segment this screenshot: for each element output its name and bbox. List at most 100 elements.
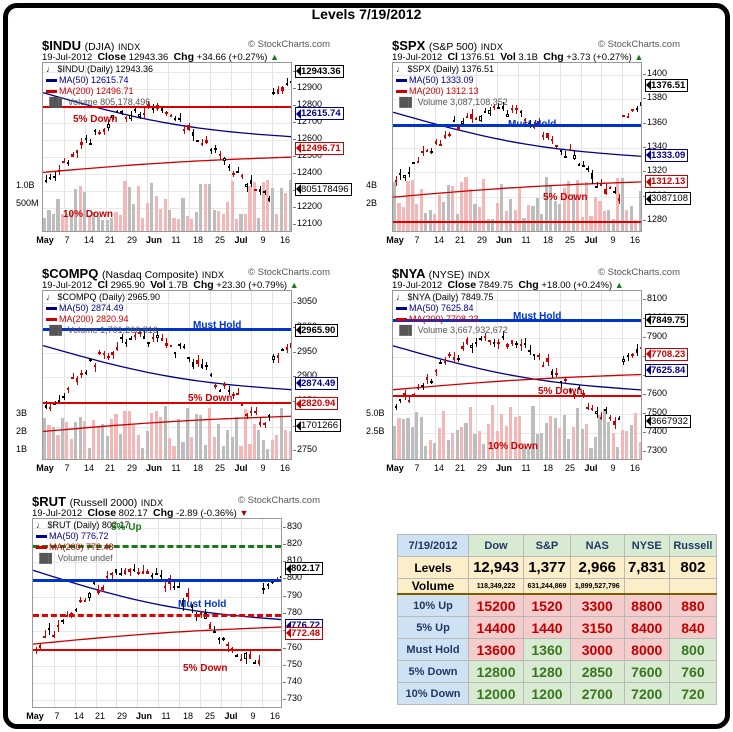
- grid-line-horizontal: [393, 338, 641, 340]
- price-tag-1701266: 1701266: [295, 419, 341, 433]
- legend-volume: ▐█▌ Volume 3,087,108,352: [396, 97, 508, 107]
- y-axis-tick: [643, 122, 646, 124]
- table-cell: 1360: [523, 638, 571, 661]
- level-annotation-5-down: 5% Down: [73, 114, 118, 125]
- chart-panel-spx: $SPX (S&P 500) INDX © StockCharts.com 19-J…: [366, 38, 691, 256]
- candle-wick: [273, 88, 275, 95]
- volume-subpane: [43, 401, 291, 459]
- x-axis-tick-label: Jun: [495, 463, 513, 473]
- y-axis-tick: [293, 223, 296, 225]
- volume-bar: [415, 411, 419, 459]
- candle-body: [434, 141, 438, 144]
- volume-bar: [437, 195, 441, 231]
- volume-bar: [509, 199, 513, 231]
- volume-bar: [105, 220, 109, 231]
- candle-body: [528, 349, 531, 352]
- legend-ma50: MA(50) 776.72: [36, 531, 129, 542]
- volume-bar: [78, 416, 82, 459]
- candle-wick: [592, 404, 594, 412]
- volume-bar: [437, 427, 441, 459]
- candle-body: [595, 411, 598, 414]
- level-annotation-5-down: 5% Down: [183, 663, 228, 675]
- chart-legend: ♩ $SPX (Daily) 1376.51 MA(50) 1333.09 MA(2…: [396, 64, 508, 108]
- candle-body: [488, 110, 491, 114]
- candle-body: [133, 108, 137, 111]
- volume-bar: [284, 193, 288, 231]
- candle-body: [71, 376, 74, 379]
- volume-bar: [275, 434, 279, 459]
- candle-body: [151, 107, 155, 110]
- candle-body: [115, 347, 119, 351]
- chart-plot-area: ♩ $NYA (Daily) 7849.75 MA(50) 7625.84 MA(2…: [392, 290, 642, 460]
- volume-bar: [446, 439, 450, 459]
- volume-bar: [270, 440, 274, 459]
- candle-wick: [133, 563, 135, 572]
- volume-bar: [266, 448, 270, 459]
- candle-body: [541, 364, 545, 367]
- legend-price-line: ♩ $COMPQ (Daily) 2965.90: [46, 292, 161, 302]
- volume-bar: [558, 204, 562, 231]
- x-axis-tick-label: 7: [64, 235, 70, 245]
- candle-body: [474, 341, 478, 344]
- volume-bars-icon: ▐█▌: [36, 553, 56, 563]
- price-tag-282094: 2820.94: [295, 397, 339, 411]
- volume-bar: [491, 218, 495, 231]
- ma200-swatch-icon: [46, 90, 57, 94]
- candle-body: [403, 175, 406, 179]
- candle-body: [218, 389, 222, 392]
- candle-body: [66, 161, 70, 164]
- candle-body: [272, 92, 275, 95]
- table-header-cell: NYSE: [623, 534, 670, 557]
- x-axis-tick-label: 7: [414, 235, 420, 245]
- volume-bar: [248, 186, 252, 231]
- volume-bar: [261, 439, 265, 459]
- volume-bar: [136, 435, 140, 459]
- candle-body: [75, 150, 79, 154]
- y-axis-tick-label: 810: [283, 555, 302, 565]
- y-axis-tick-label: 7300: [643, 445, 667, 455]
- volume-bar: [172, 446, 176, 459]
- x-axis-tick-label: May: [26, 711, 44, 721]
- candle-body: [48, 407, 52, 410]
- volume-bar: [51, 214, 56, 231]
- volume-bar: [424, 445, 428, 459]
- candle-body: [430, 151, 433, 154]
- grid-line-vertical: [231, 63, 232, 231]
- candle-body: [182, 129, 186, 132]
- volume-bar: [114, 212, 118, 231]
- grid-line-horizontal: [33, 665, 281, 667]
- table-cell: 12800: [467, 660, 525, 683]
- volume-axis-label: 500M: [16, 198, 39, 208]
- chart-symbol-class: INDX: [480, 42, 504, 52]
- y-axis-tick-label: 12200: [293, 201, 322, 211]
- volume-bar: [397, 418, 401, 459]
- grid-line-horizontal: [33, 683, 281, 685]
- chart-legend: ♩ $NYA (Daily) 7849.75 MA(50) 7625.84 MA(2…: [396, 292, 508, 336]
- candle-body: [147, 342, 150, 345]
- volume-bar: [199, 415, 203, 459]
- grid-line-horizontal: [43, 139, 291, 141]
- x-axis-tick-label: 21: [104, 463, 116, 473]
- y-axis-tick-label: 7500: [643, 407, 667, 417]
- volume-bar: [275, 213, 279, 231]
- candle-body: [119, 572, 122, 576]
- candle-body: [240, 174, 244, 177]
- x-axis-tick-label: May: [36, 235, 54, 245]
- candle-body: [62, 396, 65, 399]
- y-axis-tick: [643, 74, 646, 76]
- candle-wick: [241, 653, 243, 661]
- grid-line-horizontal: [33, 527, 281, 529]
- candle-body: [599, 183, 603, 186]
- legend-price-line: ♩ $NYA (Daily) 7849.75: [396, 292, 494, 302]
- candle-body: [443, 360, 447, 363]
- page-border: [3, 3, 730, 729]
- table-cell: 2700: [569, 682, 625, 705]
- candle-body: [61, 619, 64, 623]
- x-axis-tick-label: 11: [171, 235, 181, 245]
- y-axis-tick-label: 790: [283, 590, 302, 600]
- candle-body: [178, 344, 181, 347]
- table-cell: 880: [668, 593, 718, 617]
- candle-body: [223, 158, 226, 161]
- ma50-swatch-icon: [396, 307, 407, 311]
- candle-wick: [59, 395, 61, 405]
